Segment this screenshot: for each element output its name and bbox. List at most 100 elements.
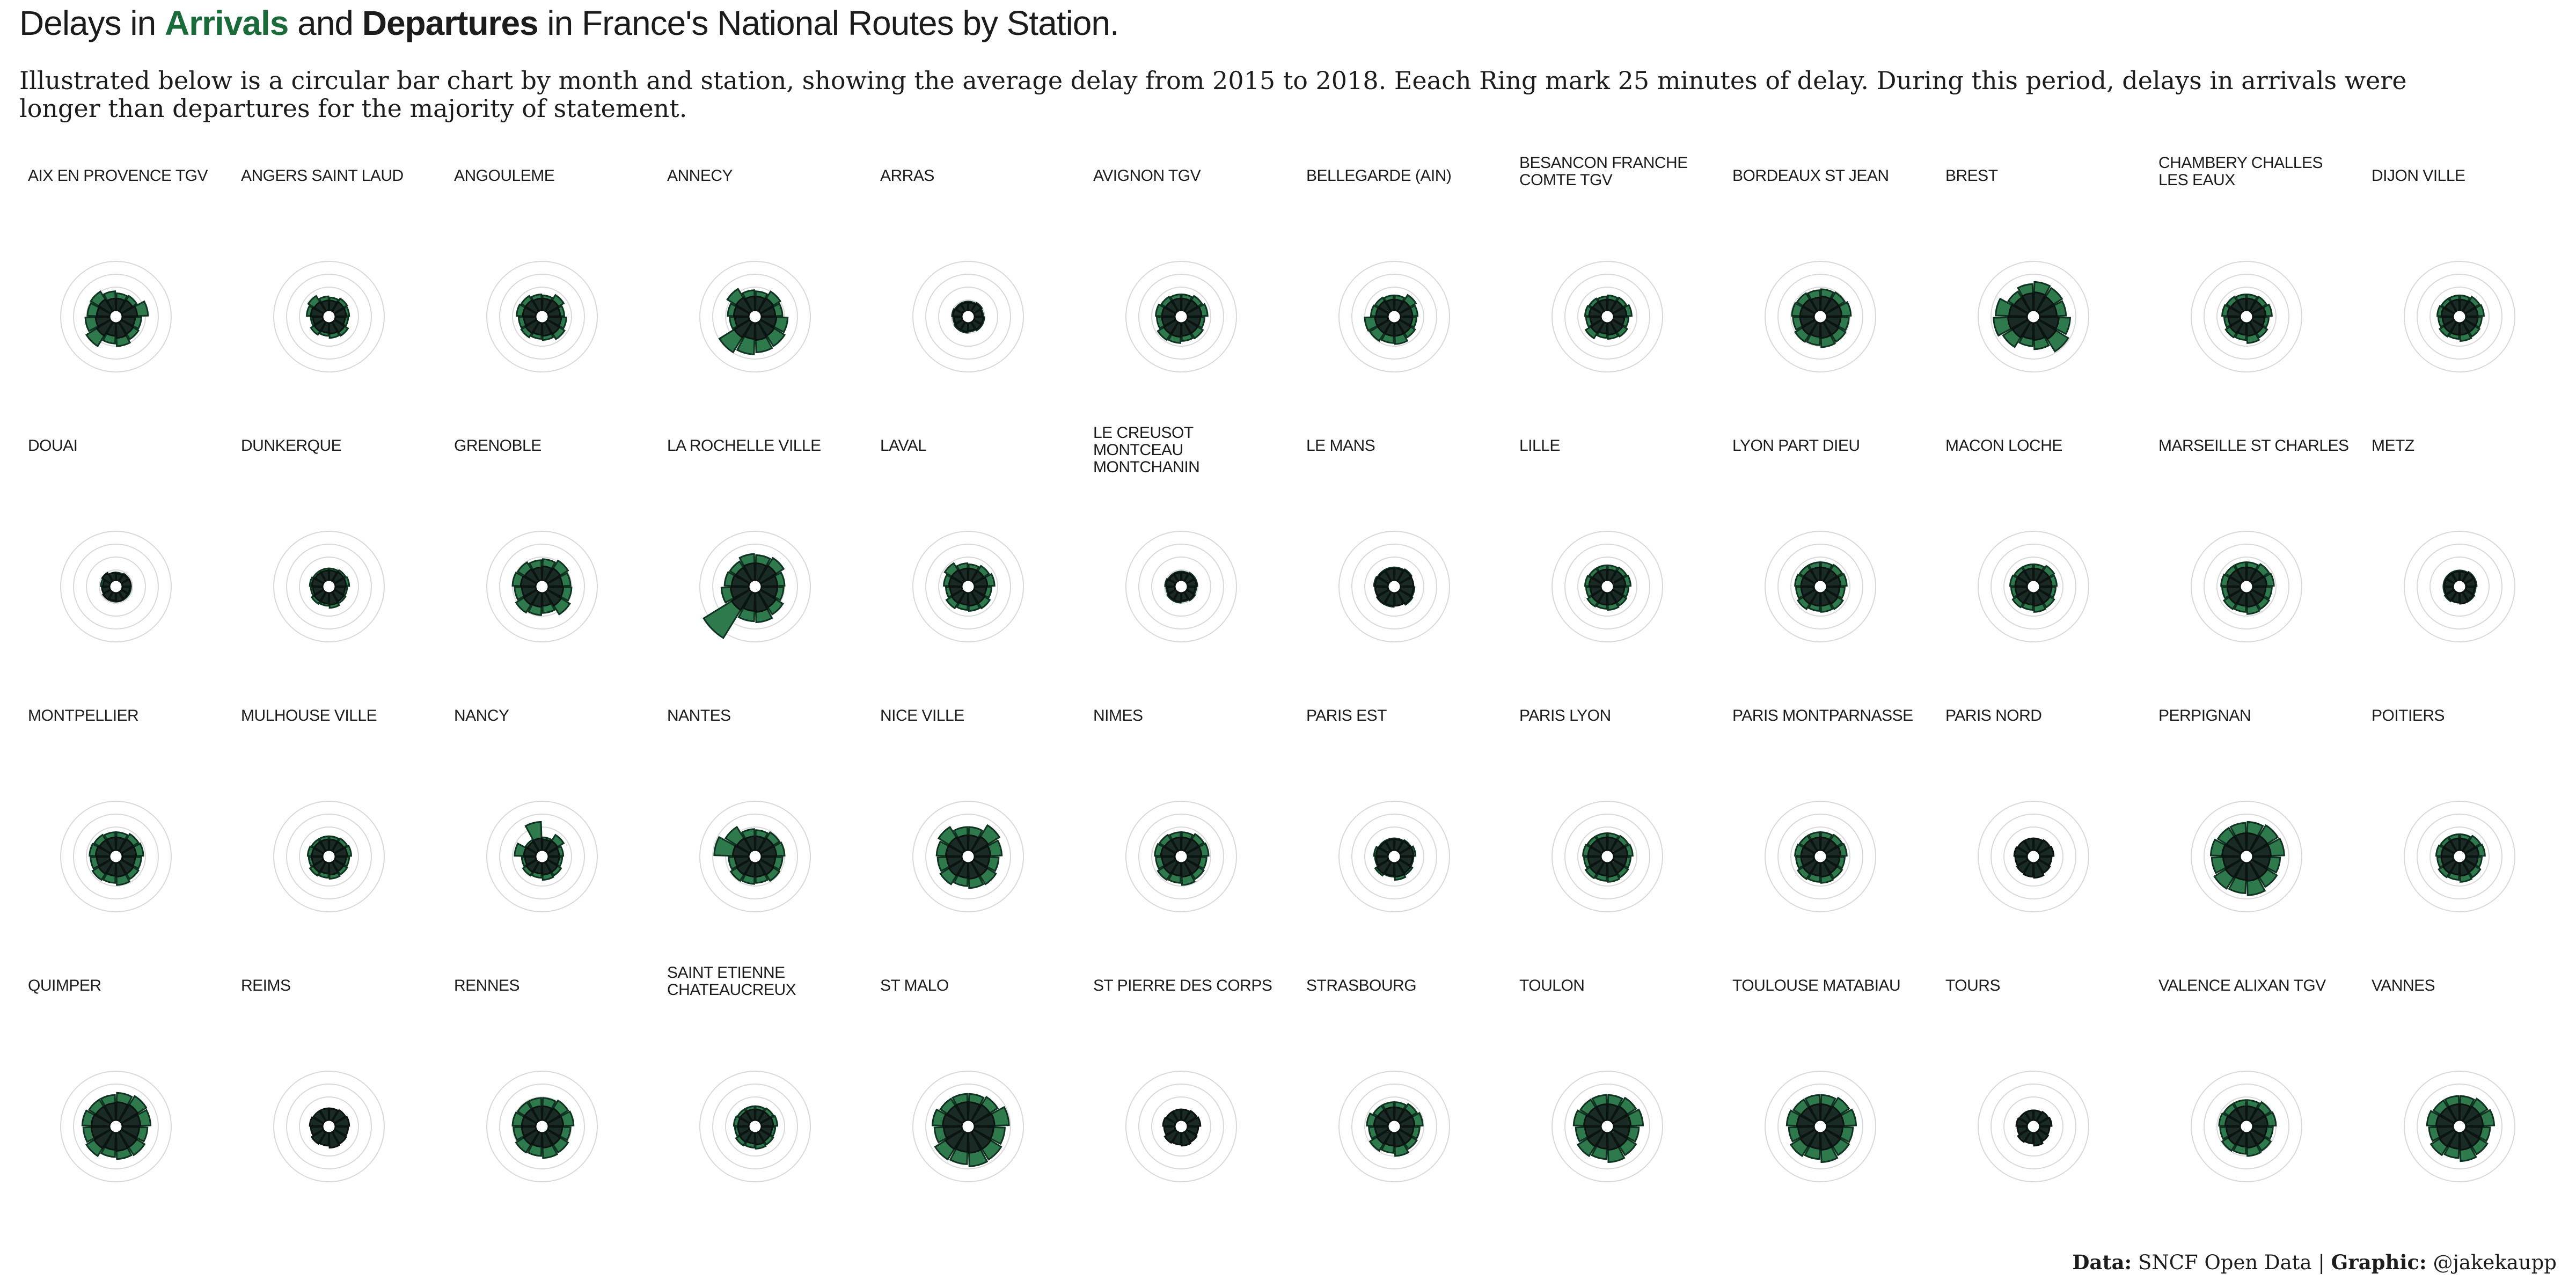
center-hole [748, 849, 763, 864]
circular-bar-chart [273, 261, 385, 372]
circular-bar-chart [1765, 261, 1876, 372]
grid-ring [2429, 557, 2490, 617]
grid-ring [2191, 261, 2302, 372]
grid-ring [1777, 274, 1863, 360]
grid-ring [699, 531, 811, 642]
station-label: LE CREUSOT MONTCEAU MONTCHANIN [1093, 424, 1200, 476]
circular-bar-chart [1125, 1071, 1237, 1182]
grid-ring [1138, 544, 1224, 630]
circular-bar-chart [1338, 531, 1450, 642]
circular-bar-chart [2191, 261, 2302, 372]
grid-ring [2216, 826, 2277, 887]
station-panel: AVIGNON TGV [1085, 161, 1289, 419]
station-panel: METZ [2363, 431, 2567, 689]
center-hole [748, 579, 763, 594]
station-label: LA ROCHELLE VILLE [667, 437, 821, 455]
station-label: BELLEGARDE (AIN) [1306, 167, 1452, 185]
grid-ring [286, 814, 372, 899]
grid-ring [299, 287, 359, 347]
grid-ring [1790, 557, 1850, 617]
grid-ring [912, 531, 1024, 642]
grid-ring [2404, 531, 2515, 642]
center-hole [108, 849, 123, 864]
center-hole [321, 309, 336, 324]
station-panel: BESANCON FRANCHE COMTE TGV [1511, 155, 1715, 419]
grid-ring [2216, 557, 2277, 617]
grid-ring [712, 814, 798, 899]
center-hole [535, 579, 550, 594]
station-label: REIMS [241, 977, 291, 994]
grid-ring [2417, 544, 2502, 630]
grid-ring [2216, 287, 2277, 347]
station-panel: PARIS EST [1298, 701, 1502, 958]
circular-bar-chart [1978, 1071, 2089, 1182]
grid-ring [925, 544, 1011, 630]
station-panel: NIMES [1085, 701, 1289, 958]
center-hole [321, 1119, 336, 1134]
grid-ring [912, 261, 1024, 372]
grid-ring [712, 1084, 798, 1169]
grid-ring [60, 261, 172, 372]
station-panel: REIMS [232, 971, 436, 1228]
title-text-pre: Delays in [19, 4, 156, 42]
center-hole [2452, 309, 2467, 324]
center-hole [1600, 579, 1615, 594]
grid-ring [912, 1071, 1024, 1182]
grid-ring [1338, 261, 1450, 372]
grid-ring [2003, 826, 2063, 887]
grid-ring [499, 544, 585, 630]
grid-ring [1351, 544, 1437, 630]
center-hole [2239, 579, 2254, 594]
center-hole [1387, 849, 1402, 864]
center-hole [748, 309, 763, 324]
grid-ring [2429, 287, 2490, 347]
station-panel: VANNES [2363, 971, 2567, 1228]
grid-ring [1338, 531, 1450, 642]
circular-bar-chart [2191, 1071, 2302, 1182]
grid-ring [1151, 826, 1211, 887]
grid-ring [699, 1071, 811, 1182]
circular-bar-chart [486, 261, 598, 372]
station-label: DOUAI [28, 437, 78, 455]
grid-ring [1777, 814, 1863, 899]
grid-ring [2003, 1096, 2063, 1157]
center-hole [1174, 849, 1189, 864]
grid-ring [938, 287, 998, 347]
grid-ring [2429, 1096, 2490, 1157]
station-label: LYON PART DIEU [1732, 437, 1860, 455]
circular-bar-chart [1125, 801, 1237, 912]
circular-bar-chart [1125, 261, 1237, 372]
grid-ring [1364, 1096, 1424, 1157]
grid-ring [1364, 287, 1424, 347]
grid-ring [925, 814, 1011, 899]
station-label: NIMES [1093, 707, 1143, 724]
station-label: MARSEILLE ST CHARLES [2158, 437, 2349, 455]
grid-ring [2417, 274, 2502, 360]
center-hole [2026, 849, 2041, 864]
grid-ring [699, 261, 811, 372]
station-panel: DIJON VILLE [2363, 161, 2567, 419]
grid-ring [938, 826, 998, 887]
station-panel: ANNECY [658, 161, 862, 419]
center-hole [2452, 579, 2467, 594]
grid-ring [925, 274, 1011, 360]
grid-ring [1577, 287, 1637, 347]
grid-ring [938, 1096, 998, 1157]
grid-ring [2204, 544, 2289, 630]
footer-data-value: SNCF Open Data | [2138, 1251, 2325, 1274]
station-label: ANNECY [667, 167, 733, 185]
station-panel: CHAMBERY CHALLES LES EAUX [2150, 155, 2354, 419]
station-label: PARIS LYON [1519, 707, 1611, 724]
grid-ring [2204, 274, 2289, 360]
grid-ring [1978, 801, 2089, 912]
station-panel: TOULON [1511, 971, 1715, 1228]
circular-bar-chart [2404, 1071, 2515, 1182]
center-hole [1813, 849, 1828, 864]
station-label: BREST [1945, 167, 1998, 185]
grid-ring [2191, 1071, 2302, 1182]
grid-ring [1765, 531, 1876, 642]
center-hole [321, 849, 336, 864]
center-hole [1600, 309, 1615, 324]
grid-ring [2216, 1096, 2277, 1157]
footer-data-label: Data: [2072, 1250, 2132, 1274]
